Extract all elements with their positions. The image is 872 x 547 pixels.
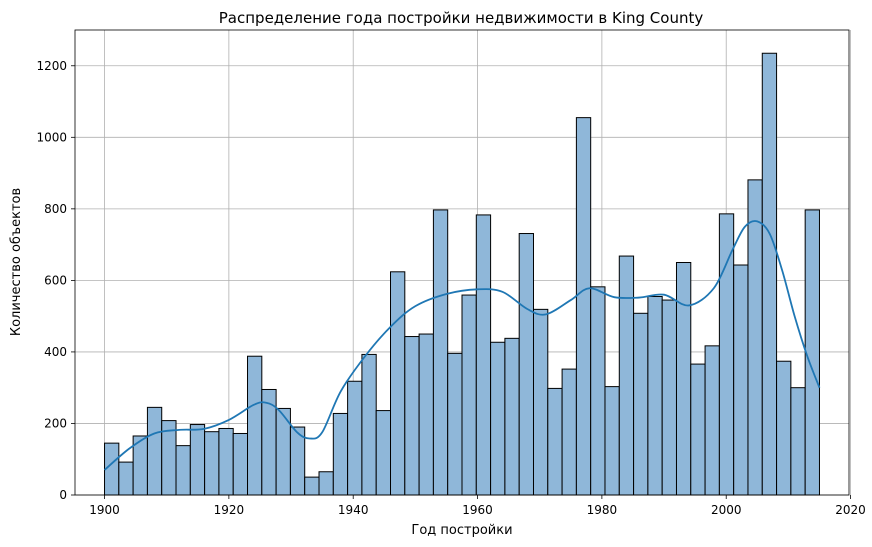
histogram-bar — [318, 471, 334, 496]
histogram-bar — [475, 214, 492, 496]
histogram-bar — [361, 353, 377, 496]
x-tick-label: 1980 — [587, 503, 618, 517]
histogram-bar — [675, 262, 692, 496]
histogram-bar — [118, 461, 134, 496]
histogram-bar — [518, 233, 534, 496]
histogram-bar — [661, 299, 677, 496]
histogram-bar — [633, 312, 649, 496]
histogram-bar — [575, 117, 592, 496]
histogram-bar — [232, 432, 249, 496]
histogram-bar — [590, 286, 606, 496]
histogram-bar — [647, 295, 663, 496]
x-tick-label: 1940 — [338, 503, 369, 517]
histogram-bar — [747, 179, 763, 496]
y-axis-ticks: 0 200 400 600 800 1000 1200 — [36, 59, 75, 502]
histogram-bar — [761, 52, 778, 496]
histogram-bar — [146, 406, 163, 496]
histogram-bar — [404, 336, 420, 496]
histogram-bar — [547, 387, 563, 496]
y-tick-label: 1000 — [36, 130, 67, 144]
plot-frame — [74, 29, 850, 496]
histogram-bar — [332, 412, 349, 496]
kde-curve — [103, 220, 821, 471]
histogram-bar — [375, 410, 392, 496]
y-tick-label: 400 — [44, 345, 67, 359]
histogram-bar — [532, 308, 549, 496]
x-tick-label: 2000 — [711, 503, 742, 517]
x-tick-label: 1900 — [89, 503, 120, 517]
histogram-bar — [432, 209, 449, 496]
y-tick-label: 800 — [44, 202, 67, 216]
x-axis-label: Год постройки — [411, 523, 512, 538]
bars — [104, 52, 820, 496]
chart-title: Распределение года постройки недвижимост… — [219, 9, 704, 27]
histogram-bar — [247, 355, 263, 496]
histogram-bar — [347, 380, 363, 496]
histogram-bar — [690, 363, 706, 496]
histogram-bar — [390, 271, 406, 496]
histogram-bar — [504, 337, 520, 496]
histogram-bar — [804, 209, 820, 496]
y-tick-label: 600 — [44, 273, 67, 287]
histogram-bar — [418, 333, 434, 496]
histogram-bar — [218, 427, 234, 496]
y-tick-label: 0 — [59, 488, 67, 502]
histogram-bar — [704, 345, 720, 496]
histogram-bar — [604, 386, 620, 496]
histogram-bar — [718, 213, 735, 496]
x-tick-label: 1960 — [462, 503, 493, 517]
histogram-bar — [204, 431, 220, 496]
histogram-bar — [790, 387, 806, 496]
histogram-bar — [189, 424, 206, 496]
histogram-bar — [461, 294, 477, 496]
histogram-bar — [447, 352, 463, 496]
histogram-bar — [304, 476, 320, 496]
histogram-bar — [175, 445, 191, 496]
histogram-bar — [490, 341, 506, 496]
histogram-bar — [776, 360, 792, 496]
histogram-bar — [618, 255, 635, 496]
histogram-bar — [733, 264, 749, 496]
histogram-bar — [561, 368, 577, 496]
x-tick-label: 1920 — [214, 503, 245, 517]
y-tick-label: 200 — [44, 416, 67, 430]
x-axis-ticks: 1900 1920 1940 1960 1980 2000 2020 — [89, 495, 866, 517]
y-axis-label: Количество объектов — [9, 188, 24, 336]
x-tick-label: 2020 — [835, 503, 866, 517]
y-tick-label: 1200 — [36, 59, 67, 73]
